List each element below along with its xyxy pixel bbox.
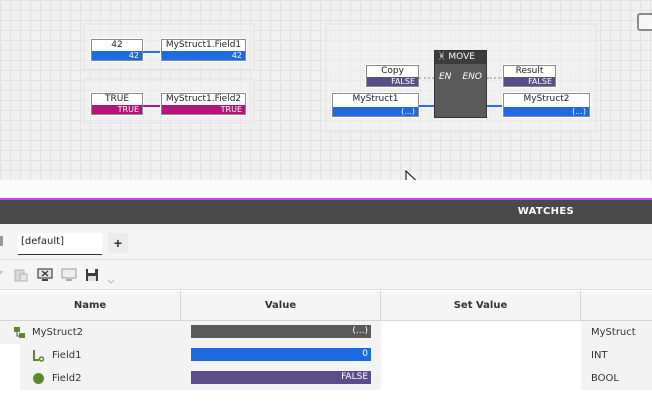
mystruct1-block[interactable]: MyStruct1 (...) [332,93,419,117]
add-tab-button[interactable]: + [108,233,128,253]
mystruct2-value: (...) [504,107,589,116]
row-value: 0 [191,348,371,361]
field1-label: MyStruct1.Field1 [165,40,242,50]
literal-bool-block[interactable]: TRUE TRUE [91,93,143,115]
row-type: MyStruct [591,327,636,338]
result-block[interactable]: Result FALSE [503,65,556,87]
literal-int-value: 42 [92,51,142,60]
wire-copy [419,77,434,79]
field1-block[interactable]: MyStruct1.Field1 42 [161,39,246,61]
watches-toolbar [0,260,652,290]
field2-value: TRUE [162,105,245,114]
copy-value: FALSE [367,77,418,86]
wire-struct-out [487,105,503,107]
move-out-pin: ENO [462,72,482,82]
move-block-icon: ᚸ [439,52,445,62]
mystruct2-label: MyStruct2 [523,94,570,104]
splitter[interactable] [0,180,652,198]
mystruct1-value: (...) [333,107,418,116]
literal-int-label: 42 [111,40,123,50]
column-name[interactable]: Name [0,291,181,321]
row-name: Field2 [52,373,82,384]
row-type-bg [581,344,652,367]
tab-default[interactable]: [default] [18,233,102,255]
table-row[interactable]: Field2 FALSE BOOL [0,367,652,390]
row-name: MyStruct2 [32,327,84,338]
column-set-value[interactable]: Set Value [381,291,581,321]
monitor-add-icon[interactable] [37,267,53,283]
struct-icon [14,327,25,338]
copy-label: Copy [381,66,404,76]
copy-block[interactable]: Copy FALSE [366,65,419,87]
wire-int [143,51,161,53]
paste-icon[interactable] [13,267,29,283]
row-value: FALSE [191,371,371,384]
monitor-remove-icon[interactable] [61,267,77,283]
literal-int-block[interactable]: 42 42 [91,39,143,61]
column-value[interactable]: Value [181,291,381,321]
row-name-bg [20,367,181,390]
row-type: INT [591,350,608,361]
dropdown-icon[interactable] [106,276,116,286]
watches-title: WATCHES [517,206,574,217]
bool-field-icon [33,373,44,384]
row-name-bg [0,321,181,344]
move-block-header: ᚸ MOVE [435,51,486,64]
result-label: Result [515,66,544,76]
wire-struct-in [419,105,434,107]
canvas-corner-button[interactable] [637,13,652,31]
tab-edge-icon [0,236,3,246]
row-name: Field1 [52,350,82,361]
field2-label: MyStruct1.Field2 [165,94,242,104]
table-row[interactable]: MyStruct2 (...) MyStruct [0,321,652,344]
row-value: (...) [191,325,371,338]
watches-tabbar: [default] + [0,224,652,260]
ladder-canvas[interactable]: 42 42 MyStruct1.Field1 42 TRUE TRUE MySt… [0,0,652,180]
wire-result [487,77,503,79]
result-value: FALSE [504,77,555,86]
row-type: BOOL [591,373,619,384]
mystruct2-block[interactable]: MyStruct2 (...) [503,93,590,117]
row-type-bg [581,367,652,390]
copy-icon[interactable] [0,267,7,283]
wire-bool [143,105,161,107]
column-type[interactable] [581,291,652,321]
field2-block[interactable]: MyStruct1.Field2 TRUE [161,93,246,115]
literal-bool-value: TRUE [92,105,142,114]
row-type-bg [581,321,652,344]
literal-bool-label: TRUE [104,94,130,104]
move-in-pin: EN [439,72,452,82]
move-block-pins: EN ENO [435,64,486,82]
field1-value: 42 [162,51,245,60]
watches-header: WATCHES [0,200,652,224]
accent-line [0,198,652,200]
int-field-icon [33,350,45,362]
move-block-title: MOVE [448,52,475,62]
table-row[interactable]: Field1 0 INT [0,344,652,367]
mystruct1-label: MyStruct1 [352,94,399,104]
move-function-block[interactable]: ᚸ MOVE EN ENO [434,50,487,118]
row-name-bg [20,344,181,367]
save-icon[interactable] [84,267,100,283]
mouse-cursor-icon [405,170,417,180]
